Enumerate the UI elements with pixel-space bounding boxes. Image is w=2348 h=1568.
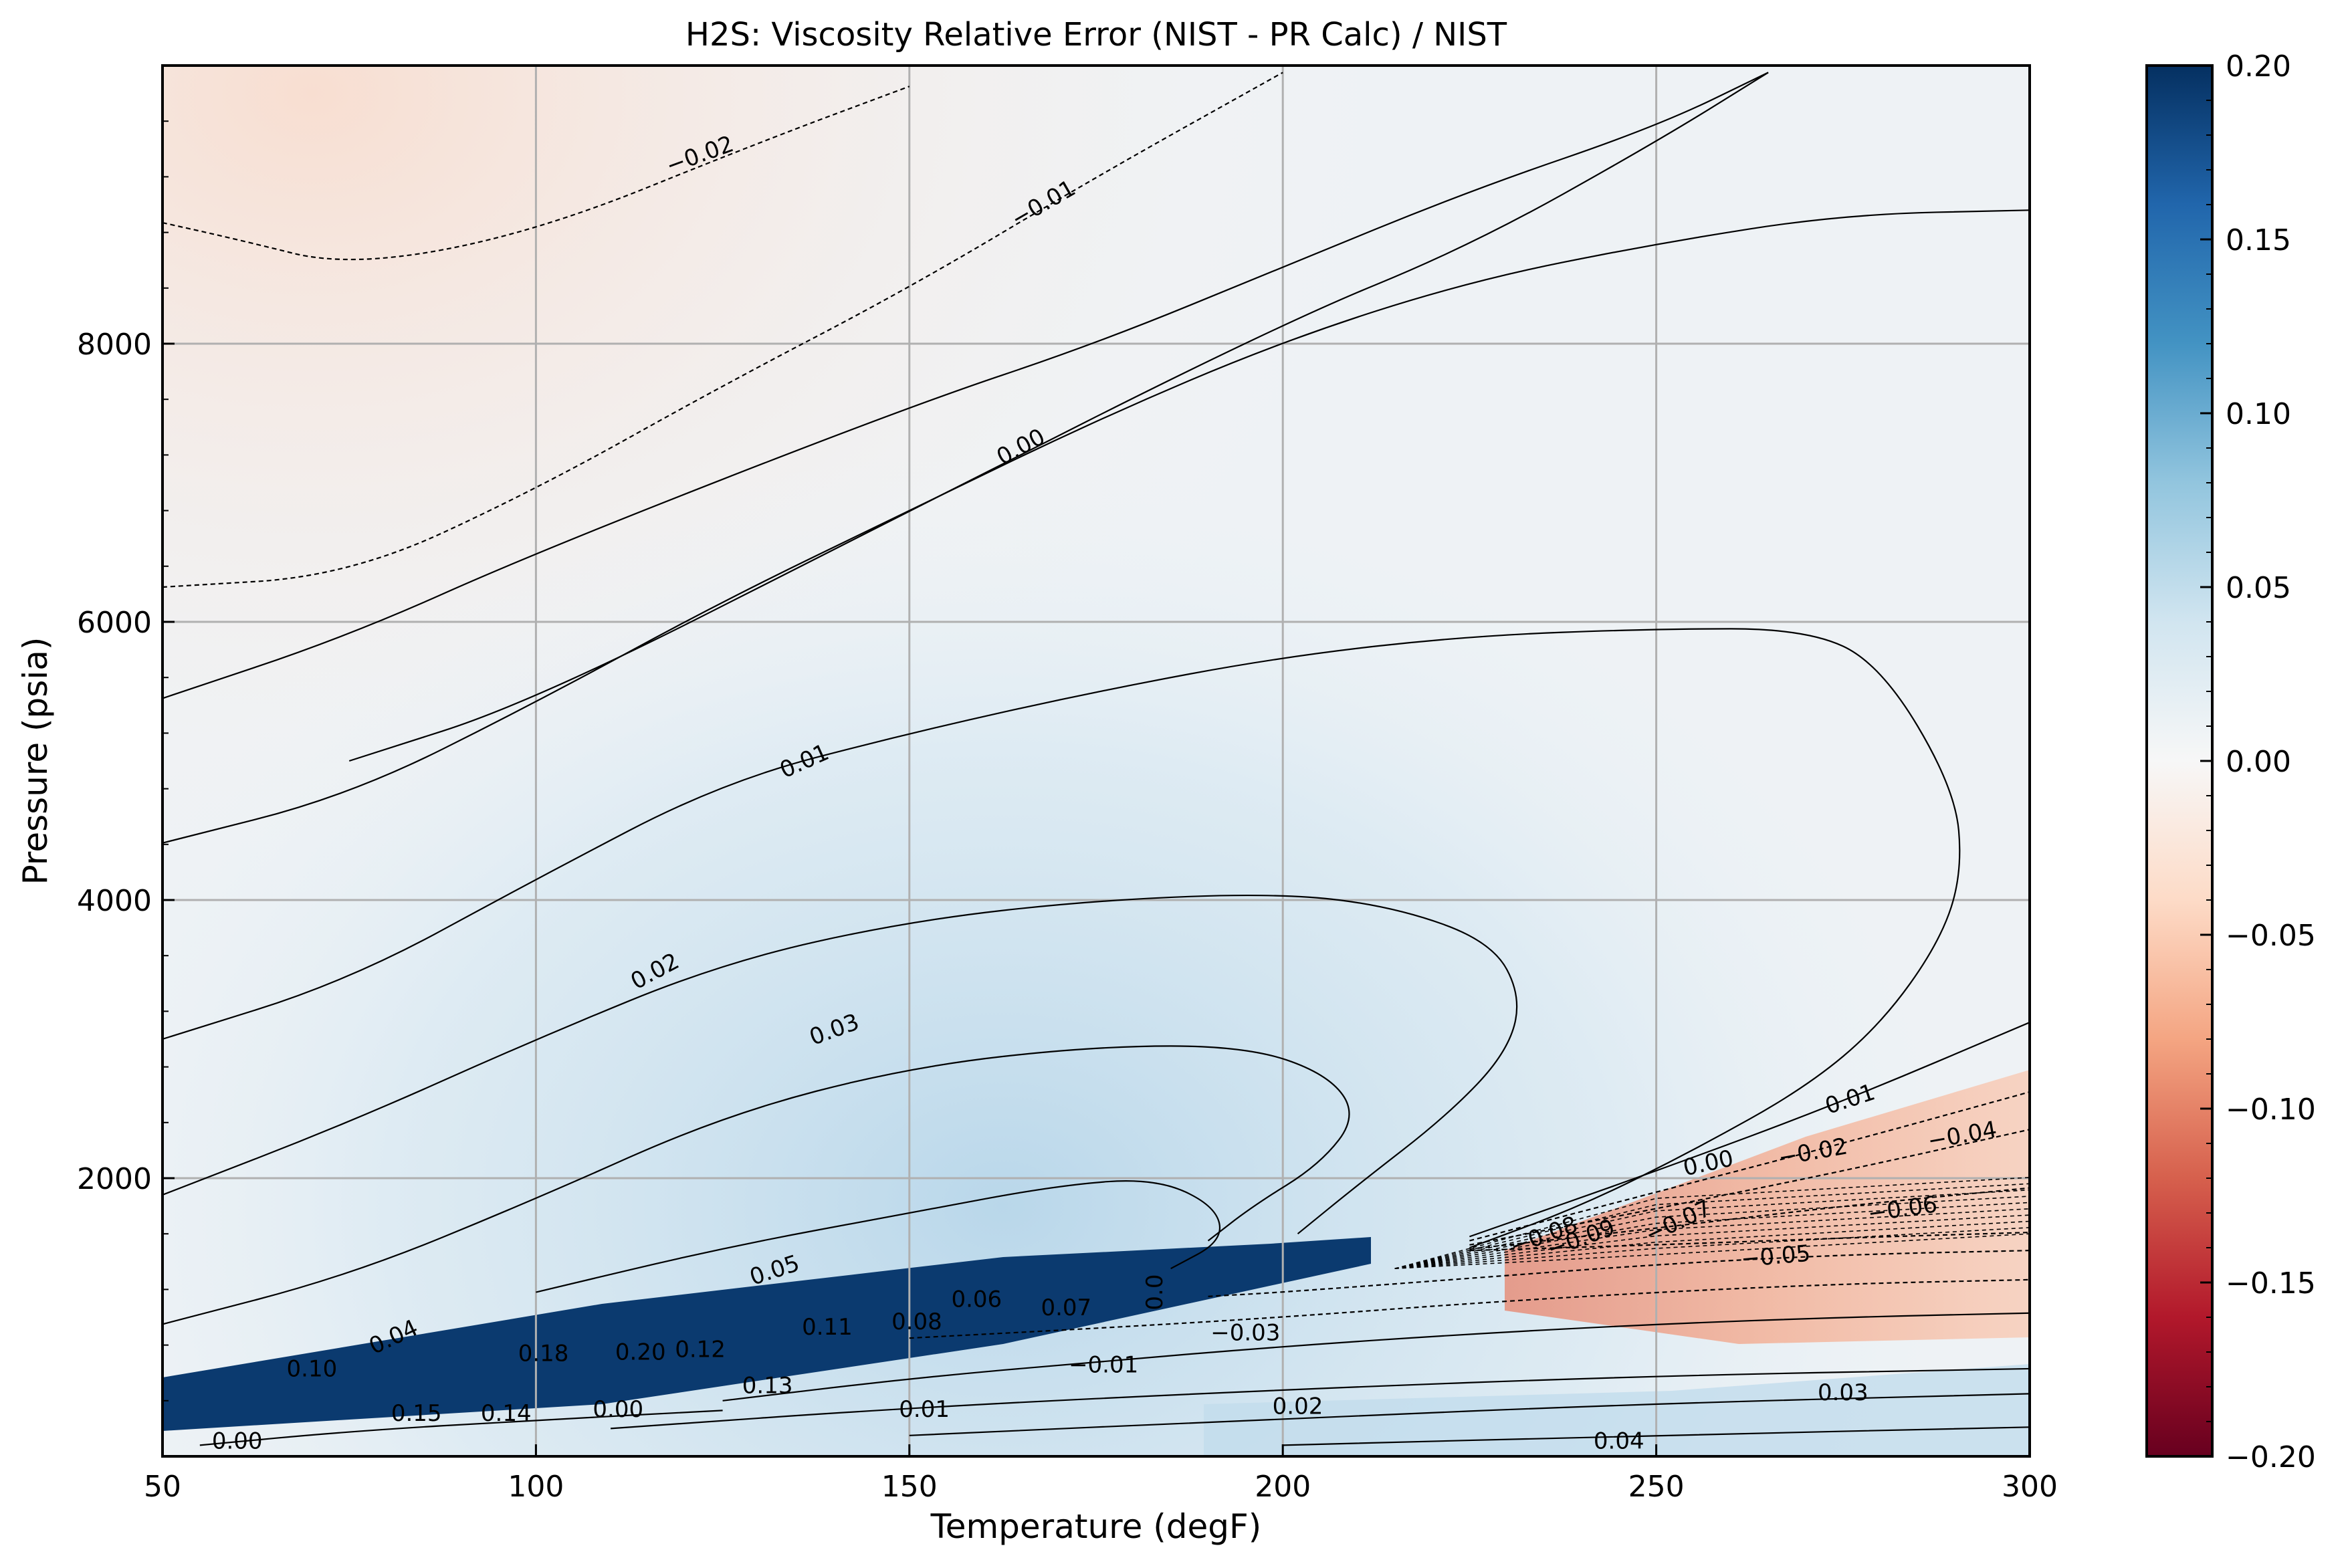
x-tick-label-2: 150 bbox=[881, 1470, 938, 1504]
contour-line-7 bbox=[163, 1045, 1350, 1325]
dense-contour-0 bbox=[1394, 1233, 2030, 1269]
contour-label-16: 0.08 bbox=[891, 1309, 942, 1335]
colorbar-tick-label-8: −0.20 bbox=[2226, 1440, 2316, 1474]
dense-contour-1 bbox=[1394, 1227, 2030, 1269]
y-tick-label-3: 8000 bbox=[77, 328, 152, 362]
x-axis: 50 100 150 200 250 300 bbox=[144, 1444, 2058, 1504]
contour-line-19 bbox=[1283, 1426, 2030, 1446]
contour-label-8: 0.10 bbox=[287, 1356, 338, 1383]
contour-label-10: 0.14 bbox=[481, 1400, 532, 1427]
contour-line-17 bbox=[611, 1367, 2030, 1430]
colorbar-ticks: 0.20 0.15 0.10 0.05 0.00 −0.05 −0.10 −0.15 −0.20 bbox=[2200, 49, 2316, 1474]
colorbar-tick-label-3: 0.05 bbox=[2226, 571, 2291, 605]
contour-line-12 bbox=[1469, 1091, 2030, 1242]
dense-contour-8 bbox=[1394, 1183, 2030, 1269]
contour-label-25: 0.02 bbox=[1273, 1393, 1323, 1420]
plot-frame bbox=[161, 64, 2031, 1458]
contour-lines bbox=[163, 72, 2030, 1446]
x-tick-label-5: 300 bbox=[2002, 1470, 2058, 1504]
contour-line-18 bbox=[909, 1393, 2030, 1436]
contour-label-33: −0.05 bbox=[1740, 1240, 1812, 1273]
x-tick-label-1: 100 bbox=[508, 1470, 564, 1504]
colorbar-tick-label-1: 0.15 bbox=[2226, 223, 2291, 257]
contour-line-9 bbox=[1469, 1232, 2030, 1252]
y-axis: 2000 4000 6000 8000 bbox=[77, 65, 175, 1457]
contour-label-15: 0.11 bbox=[802, 1314, 853, 1341]
contour-line-4 bbox=[163, 209, 2030, 844]
colorbar-tick-label-7: −0.15 bbox=[2226, 1266, 2316, 1301]
contour-line-11 bbox=[1469, 1129, 2030, 1246]
dense-contour-6 bbox=[1394, 1196, 2030, 1269]
contour-label-13: 0.20 bbox=[615, 1339, 666, 1366]
contour-line-13 bbox=[1469, 1022, 2030, 1238]
chart-title: H2S: Viscosity Relative Error (NIST - PR… bbox=[685, 16, 1507, 53]
contour-label-12: 0.18 bbox=[518, 1341, 569, 1367]
contour-label-17: 0.06 bbox=[951, 1286, 1002, 1313]
y-axis-label: Pressure (psia) bbox=[16, 637, 55, 885]
contour-line-20 bbox=[199, 1410, 723, 1446]
y-tick-label-2: 6000 bbox=[77, 606, 152, 640]
lower-blue-region bbox=[1204, 1364, 2030, 1456]
contour-line-0 bbox=[163, 86, 910, 261]
y-tick-label-1: 4000 bbox=[77, 884, 152, 918]
colorbar-tick-label-2: 0.10 bbox=[2226, 397, 2291, 431]
contour-line-16 bbox=[722, 1312, 2030, 1402]
x-tick-label-4: 250 bbox=[1628, 1470, 1685, 1504]
red-wedge-region bbox=[1505, 1070, 2030, 1344]
x-tick-label-3: 200 bbox=[1255, 1470, 1311, 1504]
contour-label-23: −0.01 bbox=[1069, 1351, 1138, 1378]
contour-label-21: 0.00 bbox=[593, 1396, 643, 1423]
contour-line-3 bbox=[348, 72, 1769, 762]
y-tick-label-0: 2000 bbox=[77, 1162, 152, 1196]
contour-line-6 bbox=[163, 894, 1518, 1235]
x-axis-label: Temperature (degF) bbox=[930, 1507, 1262, 1546]
contour-line-14 bbox=[1208, 1250, 2030, 1297]
contour-label-20: 0.13 bbox=[742, 1373, 793, 1399]
contour-line-8 bbox=[536, 1180, 1221, 1293]
blue-band-region bbox=[163, 1237, 1371, 1431]
dense-contour-5 bbox=[1394, 1202, 2030, 1269]
colorbar-tick-label-4: 0.00 bbox=[2226, 745, 2291, 779]
contour-label-26: 0.03 bbox=[1818, 1379, 1869, 1406]
x-tick-label-0: 50 bbox=[144, 1470, 181, 1504]
grid bbox=[163, 66, 2030, 1456]
contour-label-18: 0.07 bbox=[1041, 1295, 1091, 1321]
colorbar-tick-label-5: −0.05 bbox=[2226, 919, 2316, 953]
colorbar-tick-label-6: −0.10 bbox=[2226, 1093, 2316, 1127]
dense-contour-7 bbox=[1394, 1189, 2030, 1269]
contour-line-15 bbox=[909, 1278, 2030, 1339]
contour-label-11: 0.00 bbox=[212, 1428, 263, 1455]
colorbar-tick-label-0: 0.20 bbox=[2226, 49, 2291, 84]
contour-label-9: 0.15 bbox=[391, 1400, 442, 1427]
contour-labels: −0.02−0.010.000.010.020.030.050.040.100.… bbox=[212, 130, 1999, 1455]
contour-line-5 bbox=[163, 628, 1961, 1249]
contour-label-24: −0.03 bbox=[1210, 1319, 1280, 1346]
contour-line-2 bbox=[163, 72, 1769, 699]
dense-contour-9 bbox=[1394, 1177, 2030, 1269]
contour-label-22: 0.01 bbox=[899, 1396, 950, 1423]
contour-label-14: 0.12 bbox=[675, 1336, 726, 1363]
contour-label-19: 0.0 bbox=[1142, 1274, 1168, 1311]
contour-line-10 bbox=[1469, 1187, 2030, 1250]
colorbar: 0.20 0.15 0.10 0.05 0.00 −0.05 −0.10 −0.15 −0.20 bbox=[2145, 49, 2316, 1474]
contour-label-27: 0.04 bbox=[1594, 1428, 1644, 1455]
contour-line-1 bbox=[163, 72, 1283, 588]
heatmap-field bbox=[163, 66, 2030, 1456]
